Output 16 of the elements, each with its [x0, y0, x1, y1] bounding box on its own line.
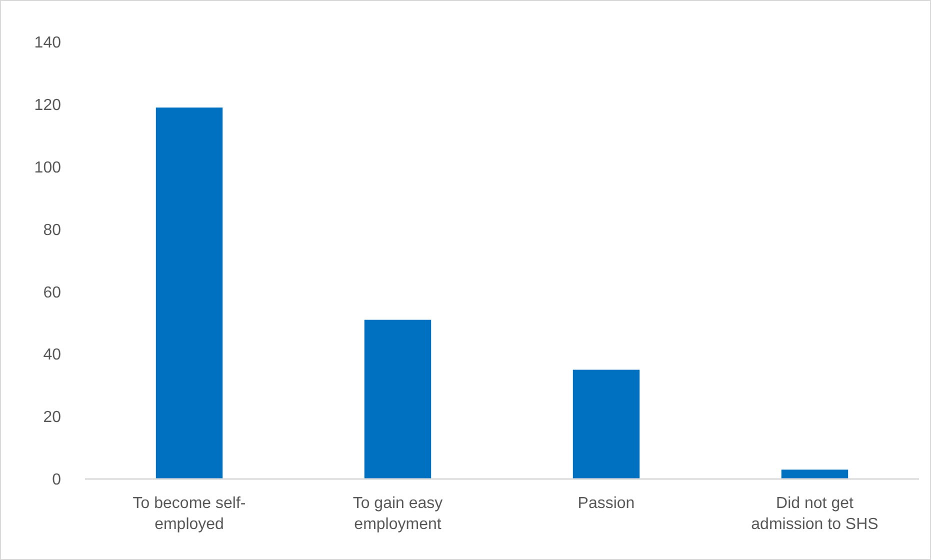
x-tick-label: Did not get admission to SHS [751, 495, 878, 533]
y-tick-label: 40 [43, 346, 62, 364]
y-tick-label: 140 [34, 34, 62, 52]
x-tick-label: Passion [578, 495, 635, 512]
x-tick-label: To become self-employed [132, 495, 246, 533]
y-tick-label: 100 [34, 159, 62, 176]
y-tick-label: 80 [43, 222, 62, 239]
bar [156, 108, 223, 479]
y-tick-label: 0 [52, 472, 62, 489]
y-tick-label: 120 [34, 97, 62, 114]
x-tick-label: To gain easy employment [352, 495, 443, 533]
bar [364, 320, 432, 479]
y-tick-label: 60 [43, 284, 62, 302]
bar [781, 470, 848, 479]
bar [572, 370, 640, 479]
y-tick-label: 20 [43, 409, 62, 426]
